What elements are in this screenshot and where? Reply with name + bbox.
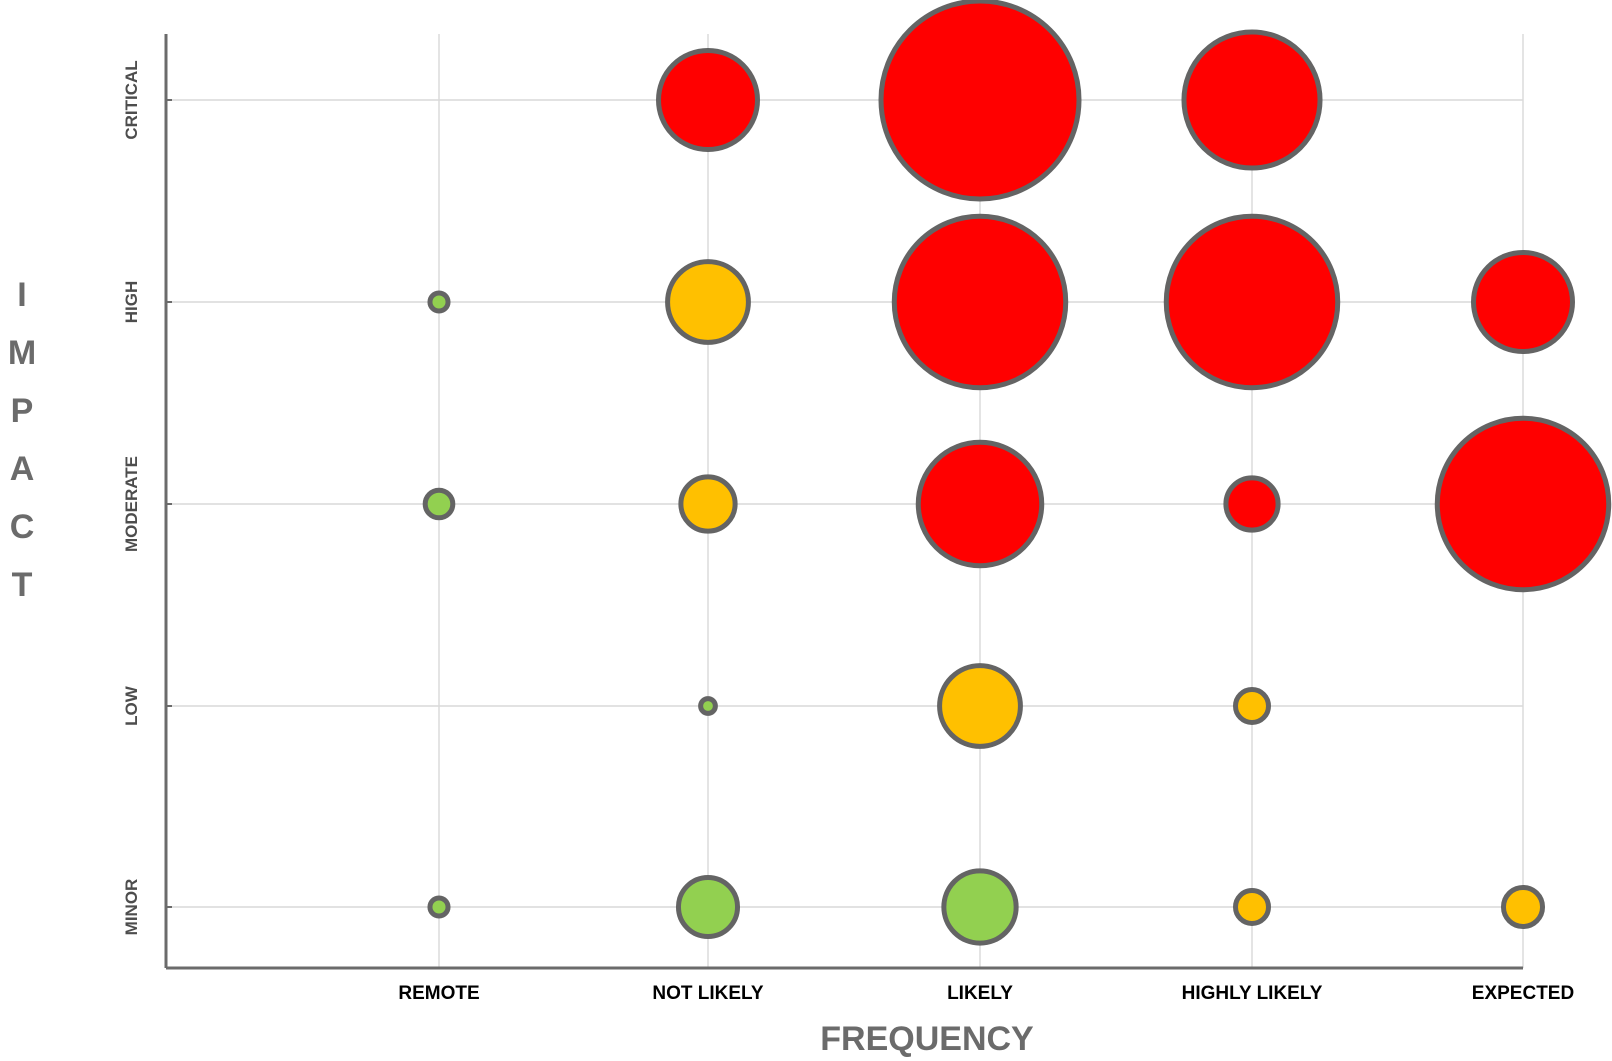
y-axis-title-letter: T: [12, 566, 33, 604]
bubble-likely-moderate: [915, 439, 1045, 569]
y-axis-title-letter: P: [11, 392, 34, 430]
x-axis-title: FREQUENCY: [820, 1020, 1034, 1058]
bubble-likely-minor: [941, 868, 1019, 946]
bubble-layer: [422, 0, 1612, 946]
bubble-highly-likely-critical: [1181, 29, 1323, 171]
bubble-remote-minor: [427, 895, 451, 919]
bubble-not-likely-minor: [675, 874, 741, 940]
bubble-not-likely-critical: [656, 48, 760, 152]
axis-layer: [164, 34, 1523, 970]
y-tick-label-high: HIGH: [122, 281, 141, 324]
bubble-highly-likely-high: [1163, 213, 1341, 391]
bubble-expected-moderate: [1434, 415, 1612, 593]
y-axis-title-letter: I: [17, 276, 26, 314]
bubble-likely-high: [891, 213, 1069, 391]
bubble-remote-high: [427, 290, 451, 314]
label-layer: REMOTE NOT LIKELY LIKELY HIGHLY LIKELY EXPEC…: [122, 60, 1574, 1004]
x-tick-label-not-likely: NOT LIKELY: [652, 983, 764, 1004]
bubble-expected-minor: [1500, 884, 1546, 930]
bubble-highly-likely-moderate: [1223, 475, 1281, 533]
y-axis-title-letter: C: [10, 508, 35, 546]
y-tick-label-minor: MINOR: [122, 879, 141, 936]
bubble-remote-moderate: [422, 487, 456, 521]
grid-layer: [166, 34, 1524, 968]
y-axis-title-letter: A: [10, 450, 35, 488]
bubble-likely-low: [937, 663, 1023, 749]
y-axis-title-letter: M: [8, 334, 36, 372]
x-tick-label-remote: REMOTE: [398, 983, 479, 1004]
x-tick-label-likely: LIKELY: [947, 983, 1013, 1004]
bubble-not-likely-high: [665, 259, 751, 345]
bubble-expected-high: [1471, 250, 1575, 354]
x-tick-label-expected: EXPECTED: [1472, 983, 1574, 1004]
y-tick-label-low: LOW: [122, 685, 141, 726]
y-tick-label-moderate: MODERATE: [122, 456, 141, 552]
bubble-likely-critical: [878, 0, 1082, 202]
bubble-not-likely-moderate: [678, 474, 738, 534]
bubble-highly-likely-minor: [1233, 888, 1271, 926]
bubble-highly-likely-low: [1233, 687, 1271, 725]
bubble-not-likely-low: [698, 696, 718, 716]
x-tick-label-highly-likely: HIGHLY LIKELY: [1182, 983, 1323, 1004]
y-tick-label-critical: CRITICAL: [122, 60, 141, 139]
